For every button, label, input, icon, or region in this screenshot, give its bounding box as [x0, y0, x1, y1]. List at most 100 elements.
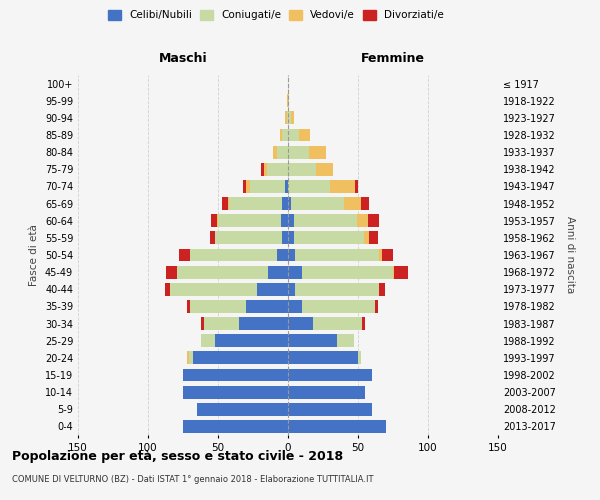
Bar: [222, 197, 228, 210]
Y-axis label: Anni di nascita: Anni di nascita: [565, 216, 575, 294]
Y-axis label: Fasce di età: Fasce di età: [29, 224, 39, 286]
Bar: [295, 248, 379, 262]
Bar: [277, 248, 288, 262]
Bar: [228, 197, 229, 210]
Text: Femmine: Femmine: [361, 52, 425, 64]
Bar: [283, 128, 288, 141]
Bar: [285, 112, 287, 124]
Bar: [361, 197, 369, 210]
Bar: [313, 317, 362, 330]
Bar: [288, 94, 289, 107]
Bar: [288, 317, 313, 330]
Bar: [295, 283, 379, 296]
Bar: [288, 368, 372, 382]
Bar: [193, 352, 288, 364]
Bar: [379, 248, 382, 262]
Bar: [211, 214, 217, 227]
Bar: [179, 248, 190, 262]
Bar: [288, 248, 295, 262]
Text: Maschi: Maschi: [158, 52, 208, 64]
Bar: [288, 197, 291, 210]
Bar: [337, 334, 354, 347]
Bar: [288, 128, 299, 141]
Bar: [288, 180, 330, 193]
Bar: [183, 368, 288, 382]
Text: Popolazione per età, sesso e stato civile - 2018: Popolazione per età, sesso e stato civil…: [12, 450, 343, 463]
Bar: [309, 146, 326, 158]
Bar: [277, 146, 288, 158]
Bar: [288, 283, 295, 296]
Bar: [293, 214, 356, 227]
Bar: [368, 214, 379, 227]
Bar: [288, 386, 365, 398]
Bar: [288, 403, 372, 415]
Bar: [288, 232, 293, 244]
Bar: [330, 180, 355, 193]
Bar: [287, 94, 288, 107]
Bar: [356, 214, 368, 227]
Bar: [291, 112, 293, 124]
Bar: [288, 112, 291, 124]
Bar: [283, 232, 288, 244]
Bar: [299, 128, 310, 141]
Bar: [288, 352, 358, 364]
Bar: [288, 300, 302, 313]
Bar: [280, 128, 283, 141]
Bar: [183, 386, 288, 398]
Bar: [165, 283, 170, 296]
Bar: [293, 232, 364, 244]
Bar: [291, 197, 344, 210]
Bar: [239, 317, 288, 330]
Bar: [250, 180, 285, 193]
Bar: [281, 214, 288, 227]
Bar: [209, 232, 215, 244]
Bar: [344, 197, 361, 210]
Bar: [187, 352, 188, 364]
Bar: [288, 420, 386, 433]
Bar: [257, 283, 288, 296]
Bar: [204, 317, 239, 330]
Bar: [283, 197, 288, 210]
Bar: [302, 266, 393, 278]
Bar: [188, 352, 193, 364]
Bar: [288, 163, 316, 175]
Bar: [166, 266, 178, 278]
Bar: [369, 232, 377, 244]
Bar: [170, 283, 257, 296]
Bar: [190, 248, 277, 262]
Bar: [302, 300, 375, 313]
Bar: [288, 214, 293, 227]
Bar: [183, 420, 288, 433]
Bar: [197, 403, 288, 415]
Text: COMUNE DI VELTURNO (BZ) - Dati ISTAT 1° gennaio 2018 - Elaborazione TUTTITALIA.I: COMUNE DI VELTURNO (BZ) - Dati ISTAT 1° …: [12, 475, 373, 484]
Bar: [246, 300, 288, 313]
Bar: [393, 266, 394, 278]
Bar: [375, 300, 377, 313]
Bar: [243, 180, 246, 193]
Bar: [215, 334, 288, 347]
Bar: [187, 300, 190, 313]
Bar: [364, 232, 369, 244]
Bar: [178, 266, 268, 278]
Bar: [229, 197, 283, 210]
Bar: [316, 163, 333, 175]
Legend: Celibi/Nubili, Coniugati/e, Vedovi/e, Divorziati/e: Celibi/Nubili, Coniugati/e, Vedovi/e, Di…: [108, 10, 444, 20]
Bar: [201, 317, 204, 330]
Bar: [190, 300, 246, 313]
Bar: [287, 112, 288, 124]
Bar: [288, 266, 302, 278]
Bar: [288, 334, 337, 347]
Bar: [268, 266, 288, 278]
Bar: [267, 163, 288, 175]
Bar: [201, 334, 215, 347]
Bar: [264, 163, 267, 175]
Bar: [272, 146, 277, 158]
Bar: [394, 266, 409, 278]
Bar: [285, 180, 288, 193]
Bar: [288, 146, 309, 158]
Bar: [362, 317, 365, 330]
Bar: [382, 248, 393, 262]
Bar: [218, 214, 281, 227]
Bar: [262, 163, 264, 175]
Bar: [355, 180, 358, 193]
